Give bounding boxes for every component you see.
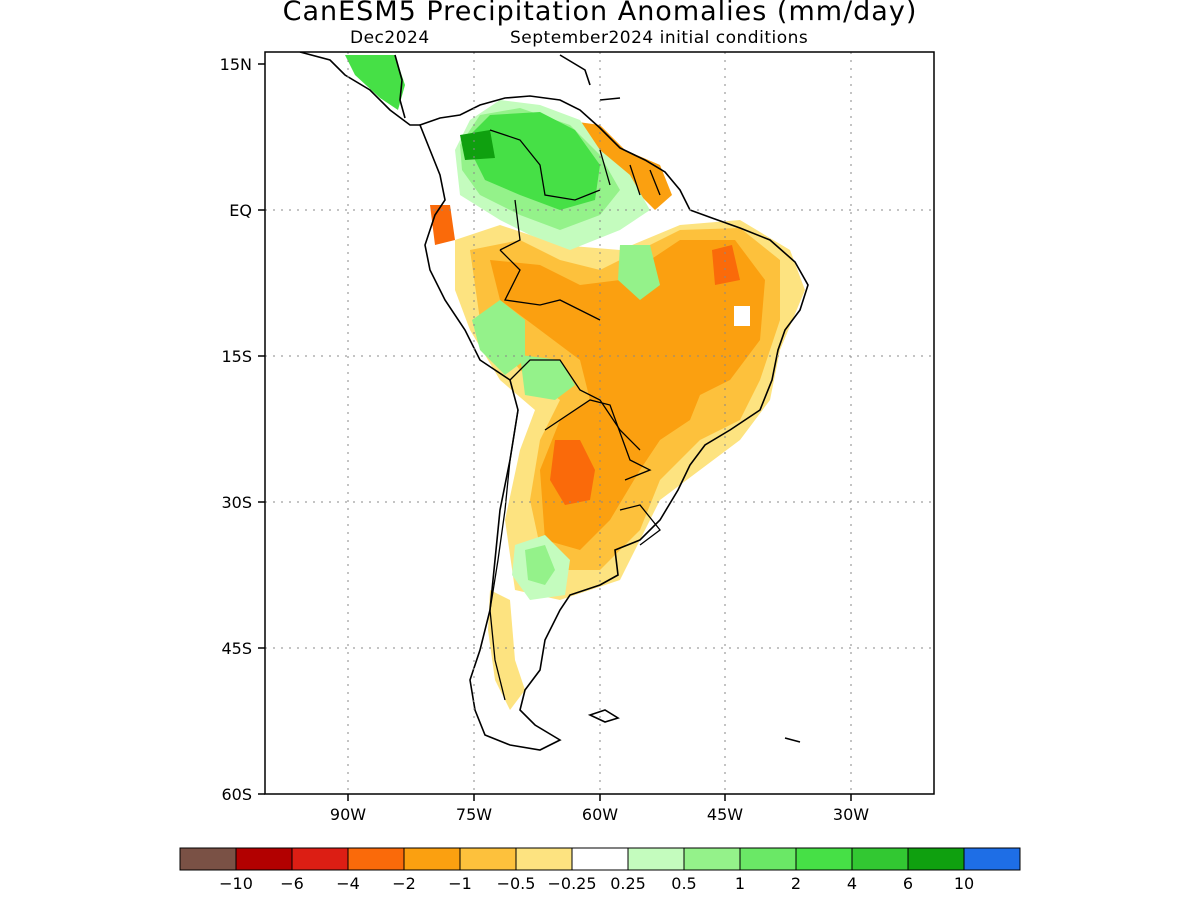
colorbar-label: 2 — [791, 874, 801, 893]
lat-label-eq: EQ — [229, 201, 252, 220]
colorbar-swatch — [459, 847, 517, 871]
caribbean-coast — [559, 54, 621, 101]
colorbar-label: 10 — [954, 874, 974, 893]
border-uruguay — [619, 504, 661, 546]
lon-label-30w: 30W — [833, 805, 869, 824]
strong-dry-ecuador — [430, 205, 455, 245]
lat-label-15n: 15N — [220, 55, 252, 74]
wet-chaco — [520, 355, 575, 400]
border-colombia-venezuela — [489, 129, 601, 201]
map-title: CanESM5 Precipitation Anomalies (mm/day) — [282, 0, 918, 27]
missing-data-cell — [734, 306, 750, 326]
colorbar-swatch — [739, 847, 797, 871]
colorbar-swatch — [795, 847, 853, 871]
colorbar-label: −2 — [392, 874, 416, 893]
south-america-coastline — [418, 95, 809, 751]
colorbar-label: −6 — [280, 874, 304, 893]
colorbar-swatch — [403, 847, 461, 871]
border-peru-brazil — [499, 249, 601, 321]
border-bolivia — [509, 359, 641, 451]
forecast-month: Dec2024 — [350, 28, 430, 48]
colorbar-label: 6 — [903, 874, 913, 893]
tick-marks — [258, 63, 852, 801]
wet-central-brazil — [618, 245, 660, 300]
strong-dry-brazil — [712, 245, 740, 285]
colorbar-swatch — [907, 847, 965, 871]
wet-bolivia — [472, 300, 525, 375]
falkland-islands — [587, 709, 620, 723]
central-america-coastline — [299, 52, 420, 126]
lat-label-45s: 45S — [221, 639, 252, 658]
colorbar-swatch — [963, 847, 1021, 871]
lat-label-30s: 30S — [221, 493, 252, 512]
colorbar-label: −10 — [219, 874, 253, 893]
country-borders — [489, 129, 661, 701]
lon-label-90w: 90W — [330, 805, 366, 824]
colorbar-label: −0.5 — [497, 874, 536, 893]
lon-label-45w: 45W — [707, 805, 743, 824]
strong-dry-paraguay — [550, 440, 595, 505]
colorbar-swatch — [627, 847, 685, 871]
colorbar-label: 0.5 — [671, 874, 696, 893]
colorbar-swatch — [291, 847, 349, 871]
wet-anomaly-colombia — [460, 130, 495, 160]
wet-patagonia-core — [525, 545, 555, 585]
colorbar-label: 1 — [735, 874, 745, 893]
lon-label-75w: 75W — [456, 805, 492, 824]
colorbar: −10 −6 −4 −2 −1 −0.5 −0.25 0.25 0.5 1 2 4 6 10 — [179, 847, 1021, 893]
dry-southern-chile — [488, 590, 525, 710]
border-colombia-brazil — [499, 199, 521, 251]
colorbar-swatch — [179, 847, 237, 871]
border-guianas — [599, 149, 661, 196]
colorbar-label: 4 — [847, 874, 857, 893]
wet-anomaly-north-core — [465, 112, 600, 210]
border-paraguay — [544, 399, 652, 481]
lon-label-60w: 60W — [582, 805, 618, 824]
colorbar-label: −4 — [336, 874, 360, 893]
lat-label-60s: 60S — [221, 785, 252, 804]
colorbar-swatch — [347, 847, 405, 871]
south-georgia — [784, 737, 801, 743]
initial-conditions-label: September2024 initial conditions — [510, 28, 809, 48]
dry-guyana-coast — [578, 122, 672, 210]
anomaly-fields — [345, 55, 805, 710]
border-argentina-chile — [489, 409, 519, 701]
wet-central-america — [345, 55, 405, 110]
lat-label-15s: 15S — [221, 347, 252, 366]
colorbar-swatch — [571, 847, 629, 871]
colorbar-swatch — [515, 847, 573, 871]
colorbar-swatch — [235, 847, 293, 871]
coastlines — [299, 52, 809, 751]
colorbar-swatch — [683, 847, 741, 871]
colorbar-label: −1 — [448, 874, 472, 893]
colorbar-swatch — [851, 847, 909, 871]
colorbar-label: −0.25 — [547, 874, 596, 893]
colorbar-label: 0.25 — [610, 874, 646, 893]
